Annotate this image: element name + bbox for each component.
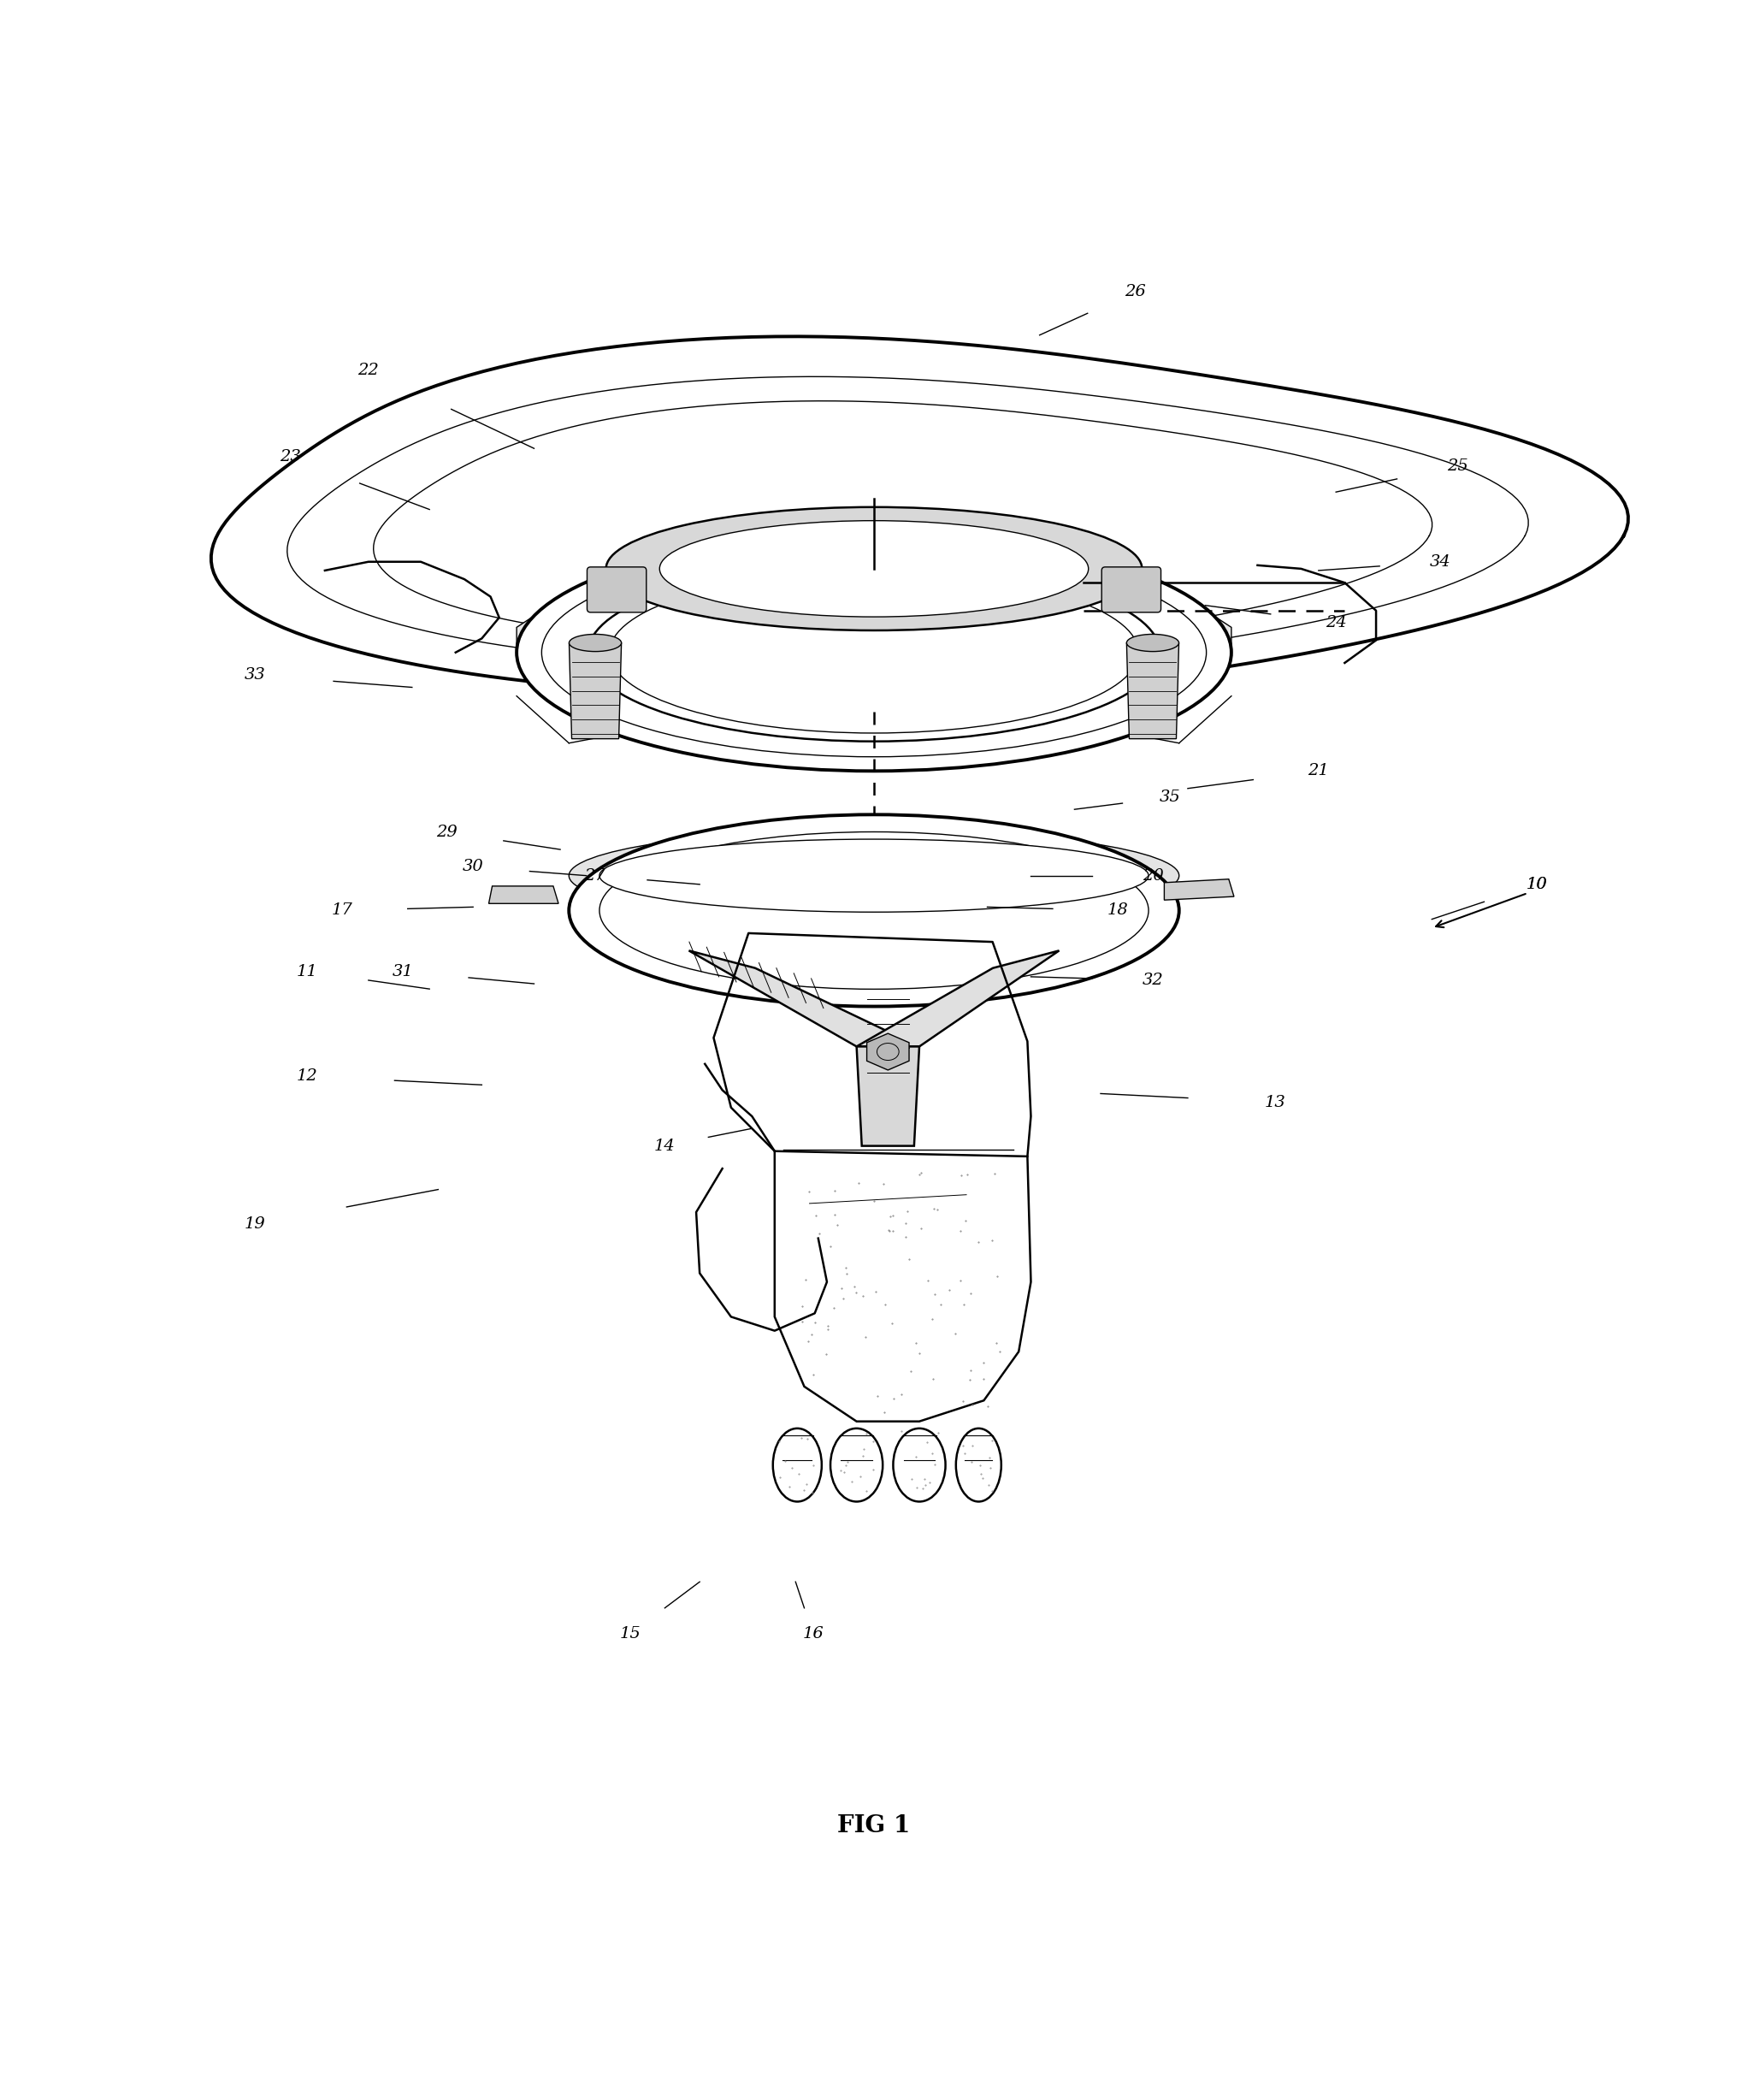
Ellipse shape — [893, 1428, 946, 1502]
Ellipse shape — [517, 533, 1231, 771]
Text: 13: 13 — [1264, 1094, 1285, 1111]
Polygon shape — [867, 1033, 909, 1071]
Text: 11: 11 — [297, 964, 318, 979]
Text: 25: 25 — [1447, 458, 1468, 475]
Text: 10: 10 — [1526, 876, 1547, 892]
FancyBboxPatch shape — [587, 567, 647, 613]
Text: 21: 21 — [1308, 762, 1328, 779]
Text: 32: 32 — [1143, 972, 1164, 987]
Ellipse shape — [659, 521, 1089, 617]
Polygon shape — [857, 951, 1059, 1046]
FancyBboxPatch shape — [1101, 567, 1161, 613]
Text: 27: 27 — [584, 867, 605, 884]
Polygon shape — [1127, 643, 1178, 739]
Ellipse shape — [568, 830, 1180, 922]
Text: 35: 35 — [1159, 790, 1182, 804]
Polygon shape — [1141, 569, 1231, 653]
Text: 26: 26 — [1126, 284, 1147, 298]
Ellipse shape — [1127, 634, 1178, 651]
Ellipse shape — [956, 1428, 1002, 1502]
Text: 31: 31 — [393, 964, 414, 979]
Ellipse shape — [607, 506, 1141, 630]
Text: 29: 29 — [437, 825, 458, 840]
Text: 34: 34 — [1430, 554, 1451, 569]
Polygon shape — [489, 886, 558, 903]
Text: 22: 22 — [358, 363, 379, 378]
Polygon shape — [857, 1046, 919, 1147]
Ellipse shape — [773, 1428, 822, 1502]
Text: 16: 16 — [802, 1625, 823, 1642]
Polygon shape — [570, 643, 621, 739]
Text: 20: 20 — [1143, 867, 1164, 884]
Text: 23: 23 — [280, 449, 301, 464]
Text: 18: 18 — [1108, 903, 1129, 918]
Text: 33: 33 — [245, 668, 266, 683]
Text: 19: 19 — [245, 1216, 266, 1233]
Text: 10: 10 — [1526, 876, 1547, 892]
Ellipse shape — [830, 1428, 883, 1502]
Polygon shape — [517, 569, 607, 653]
Polygon shape — [1164, 880, 1234, 901]
Ellipse shape — [587, 563, 1161, 741]
Polygon shape — [212, 336, 1627, 697]
Text: 12: 12 — [297, 1069, 318, 1084]
Text: 17: 17 — [332, 903, 353, 918]
Text: 14: 14 — [654, 1138, 675, 1153]
Ellipse shape — [570, 634, 621, 651]
Ellipse shape — [600, 840, 1148, 911]
Polygon shape — [774, 1151, 1031, 1422]
Text: 15: 15 — [619, 1625, 640, 1642]
Text: FIG 1: FIG 1 — [837, 1814, 911, 1838]
Polygon shape — [689, 951, 919, 1046]
Text: 24: 24 — [1325, 615, 1346, 630]
Text: 30: 30 — [463, 859, 484, 874]
Ellipse shape — [568, 815, 1180, 1006]
